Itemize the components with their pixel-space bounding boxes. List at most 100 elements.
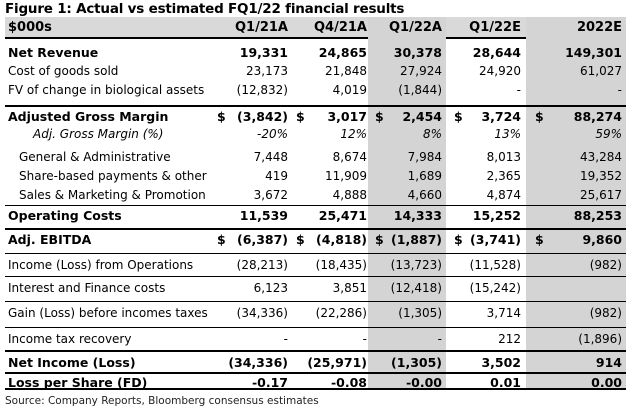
row-label: General & Administrative <box>19 150 171 164</box>
cell: (22,286) <box>315 306 367 320</box>
cell: - <box>283 332 288 346</box>
cell: (34,336) <box>228 355 288 370</box>
cell: 8,013 <box>486 150 521 164</box>
cell: (25,971) <box>307 355 367 370</box>
cell: -0.08 <box>330 375 367 390</box>
cell: 43,284 <box>580 150 622 164</box>
cell: 23,173 <box>246 64 288 78</box>
table-header-background <box>5 17 626 39</box>
header-col-2022e: 2022E <box>576 20 622 35</box>
financial-results-table: $000s Q1/21A Q4/21A Q1/22A Q1/22E 2022E … <box>5 17 626 390</box>
cell: (34,336) <box>236 306 288 320</box>
row-label: Income tax recovery <box>8 332 132 346</box>
cell: 25,617 <box>580 188 622 202</box>
row-label: Income (Loss) from Operations <box>8 258 194 272</box>
cell: (6,387) <box>237 232 288 247</box>
cell: 419 <box>265 169 288 183</box>
cell: 4,874 <box>486 188 521 202</box>
row-label: Loss per Share (FD) <box>8 375 148 390</box>
cell: (1,305) <box>391 355 442 370</box>
cell: 13% <box>494 127 521 141</box>
table-row-fv-biological: FV of change in biological assets (12,83… <box>5 81 626 100</box>
currency-symbol: $ <box>454 232 463 247</box>
cell: 19,331 <box>239 45 288 60</box>
row-label: Sales & Marketing & Promotion <box>19 188 206 202</box>
row-label: Net Revenue <box>8 45 99 60</box>
cell: 3,017 <box>327 109 367 124</box>
cell: (15,242) <box>469 281 521 295</box>
cell: 9,860 <box>582 232 622 247</box>
cell: 149,301 <box>565 45 622 60</box>
cell: 6,123 <box>253 281 288 295</box>
cell: (28,213) <box>236 258 288 272</box>
cell: 24,865 <box>318 45 367 60</box>
source-note: Source: Company Reports, Bloomberg conse… <box>5 395 319 407</box>
figure-title: Figure 1: Actual vs estimated FQ1/22 fin… <box>5 1 405 17</box>
cell: 4,888 <box>332 188 367 202</box>
header-col-q4-21a: Q4/21A <box>314 20 367 35</box>
row-label: Interest and Finance costs <box>8 281 166 295</box>
currency-symbol: $ <box>535 109 544 124</box>
cell: (1,844) <box>398 83 442 97</box>
cell: (982) <box>589 258 622 272</box>
currency-symbol: $ <box>375 232 384 247</box>
currency-symbol: $ <box>375 109 384 124</box>
cell: 30,378 <box>393 45 442 60</box>
header-row: $000s Q1/21A Q4/21A Q1/22A Q1/22E 2022E <box>5 17 626 38</box>
cell: 0.01 <box>490 375 521 390</box>
cell: 8,674 <box>332 150 367 164</box>
cell: 25,471 <box>318 208 367 223</box>
cell: 7,984 <box>407 150 442 164</box>
row-label: Adjusted Gross Margin <box>8 109 169 124</box>
cell: 1,689 <box>407 169 442 183</box>
cell: (12,832) <box>236 83 288 97</box>
currency-symbol: $ <box>296 109 305 124</box>
row-label: Share-based payments & other <box>19 169 207 183</box>
cell: 19,352 <box>580 169 622 183</box>
table-row-adj-gross-margin-pct: Adj. Gross Margin (%) -20% 12% 8% 13% 59… <box>5 125 626 144</box>
cell: (3,741) <box>470 232 521 247</box>
cell: 24,920 <box>479 64 521 78</box>
cell: -20% <box>256 127 288 141</box>
cell: 8% <box>422 127 442 141</box>
cell: (11,528) <box>469 258 521 272</box>
currency-symbol: $ <box>217 109 226 124</box>
header-col-q1-21a: Q1/21A <box>235 20 288 35</box>
cell: (18,435) <box>315 258 367 272</box>
currency-symbol: $ <box>296 232 305 247</box>
currency-symbol: $ <box>454 109 463 124</box>
currency-symbol: $ <box>217 232 226 247</box>
table-row-operating-costs: Operating Costs 11,539 25,471 14,333 15,… <box>5 205 626 224</box>
cell: (4,818) <box>316 232 367 247</box>
cell: (1,305) <box>398 306 442 320</box>
cell: - <box>516 83 521 97</box>
row-label: Gain (Loss) before incomes taxes <box>8 306 208 320</box>
cell: (1,887) <box>391 232 442 247</box>
table-row-g-and-a: General & Administrative 7,448 8,674 7,9… <box>5 148 626 167</box>
header-units-label: $000s <box>8 20 52 35</box>
currency-symbol: $ <box>535 232 544 247</box>
cell: 88,274 <box>573 109 622 124</box>
cell: 11,909 <box>325 169 367 183</box>
cell: 914 <box>595 355 622 370</box>
row-label: Adj. Gross Margin (%) <box>33 127 164 141</box>
cell: (1,896) <box>578 332 622 346</box>
table-row-share-based: Share-based payments & other 419 11,909 … <box>5 167 626 186</box>
cell: 4,660 <box>407 188 442 202</box>
table-row-income-operations: Income (Loss) from Operations (28,213) (… <box>5 253 626 275</box>
row-label: Cost of goods sold <box>8 64 119 78</box>
cell: 2,454 <box>402 109 442 124</box>
cell: - <box>617 83 622 97</box>
cell: (13,723) <box>390 258 442 272</box>
cell: -0.00 <box>405 375 442 390</box>
cell: 15,252 <box>472 208 521 223</box>
cell: (982) <box>589 306 622 320</box>
row-label: FV of change in biological assets <box>8 83 205 97</box>
cell: 11,539 <box>239 208 288 223</box>
table-row-adj-ebitda: Adj. EBITDA $ $ $ $ $ (6,387) (4,818) (1… <box>5 228 626 247</box>
cell: 21,848 <box>325 64 367 78</box>
cell: 3,714 <box>486 306 521 320</box>
cell: 4,019 <box>332 83 367 97</box>
cell: 3,672 <box>253 188 288 202</box>
cell: 3,851 <box>332 281 367 295</box>
